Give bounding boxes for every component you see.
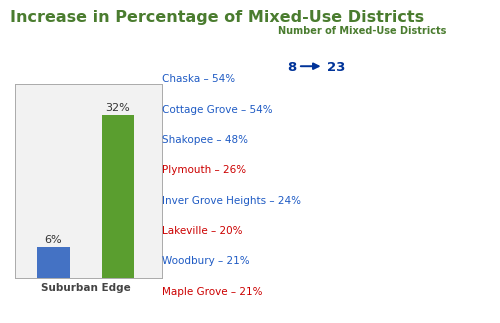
Text: Woodbury – 21%: Woodbury – 21% xyxy=(162,256,250,266)
Text: Chaska – 54%: Chaska – 54% xyxy=(162,74,236,84)
Bar xyxy=(102,115,134,278)
Text: Cottage Grove – 54%: Cottage Grove – 54% xyxy=(162,105,273,115)
Text: Maple Grove – 21%: Maple Grove – 21% xyxy=(162,287,263,297)
Text: Shakopee – 48%: Shakopee – 48% xyxy=(162,135,248,145)
Text: Lakeville – 20%: Lakeville – 20% xyxy=(162,226,243,236)
Bar xyxy=(38,247,70,278)
Text: 8: 8 xyxy=(288,61,297,74)
Text: 6%: 6% xyxy=(44,235,62,245)
Text: Inver Grove Heights – 24%: Inver Grove Heights – 24% xyxy=(162,196,302,206)
Text: 32%: 32% xyxy=(105,102,130,112)
Text: Plymouth – 26%: Plymouth – 26% xyxy=(162,165,246,175)
Text: Increase in Percentage of Mixed-Use Districts: Increase in Percentage of Mixed-Use Dist… xyxy=(10,10,424,25)
Text: 23: 23 xyxy=(328,61,346,74)
Text: Number of Mixed-Use Districts: Number of Mixed-Use Districts xyxy=(278,26,446,36)
